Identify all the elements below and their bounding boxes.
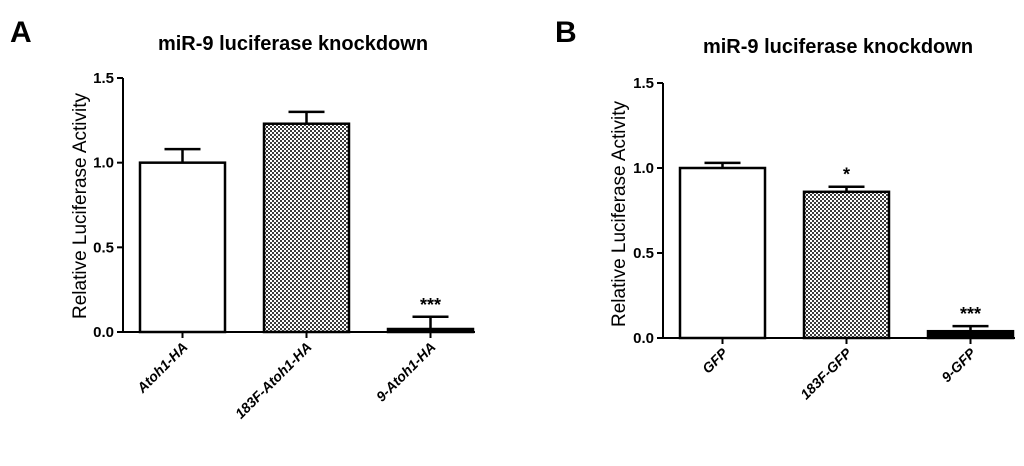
bar <box>678 166 767 340</box>
y-tick-label: 0.5 <box>633 245 654 262</box>
panel-label: A <box>10 16 32 49</box>
category-label: Atoh1-HA <box>133 339 191 397</box>
category-label: 9-GFP <box>938 344 979 385</box>
category-label: GFP <box>699 344 731 376</box>
y-tick-label: 1.0 <box>633 160 654 177</box>
plot-area: 0.0 0.5 1.0 1.5 GFP * 183F-GFP *** 9-GFP <box>633 75 1015 402</box>
y-tick-label: 1.5 <box>93 70 114 87</box>
bar <box>802 190 891 340</box>
significance-label: *** <box>960 304 981 324</box>
bar <box>386 327 475 334</box>
bar <box>926 329 1015 340</box>
category-label: 183F-GFP <box>797 344 855 402</box>
y-tick-label: 1.0 <box>93 155 114 172</box>
y-axis-label: Relative Luciferase Activity <box>609 101 630 327</box>
y-tick-label: 0.5 <box>93 239 114 256</box>
bar <box>262 122 351 334</box>
y-tick-label: 0.0 <box>633 330 654 347</box>
plot-area: 0.0 0.5 1.0 1.5 Atoh1-HA 183F-Atoh1-HA *** 9-At… <box>93 70 475 422</box>
category-label: 183F-Atoh1-HA <box>232 339 315 422</box>
panel-a: A miR-9 luciferase knockdown Relative Lu… <box>10 16 475 422</box>
y-tick-label: 0.0 <box>93 324 114 341</box>
chart-title: miR-9 luciferase knockdown <box>703 36 973 58</box>
bar <box>138 161 227 334</box>
y-tick-label: 1.5 <box>633 75 654 92</box>
chart-title: miR-9 luciferase knockdown <box>158 33 428 55</box>
y-axis-label: Relative Luciferase Activity <box>70 93 91 319</box>
significance-label: *** <box>420 295 441 315</box>
panel-label: B <box>555 16 577 49</box>
significance-label: * <box>843 165 850 185</box>
category-label: 9-Atoh1-HA <box>373 339 439 405</box>
panel-b: B miR-9 luciferase knockdown Relative Lu… <box>555 16 1015 402</box>
